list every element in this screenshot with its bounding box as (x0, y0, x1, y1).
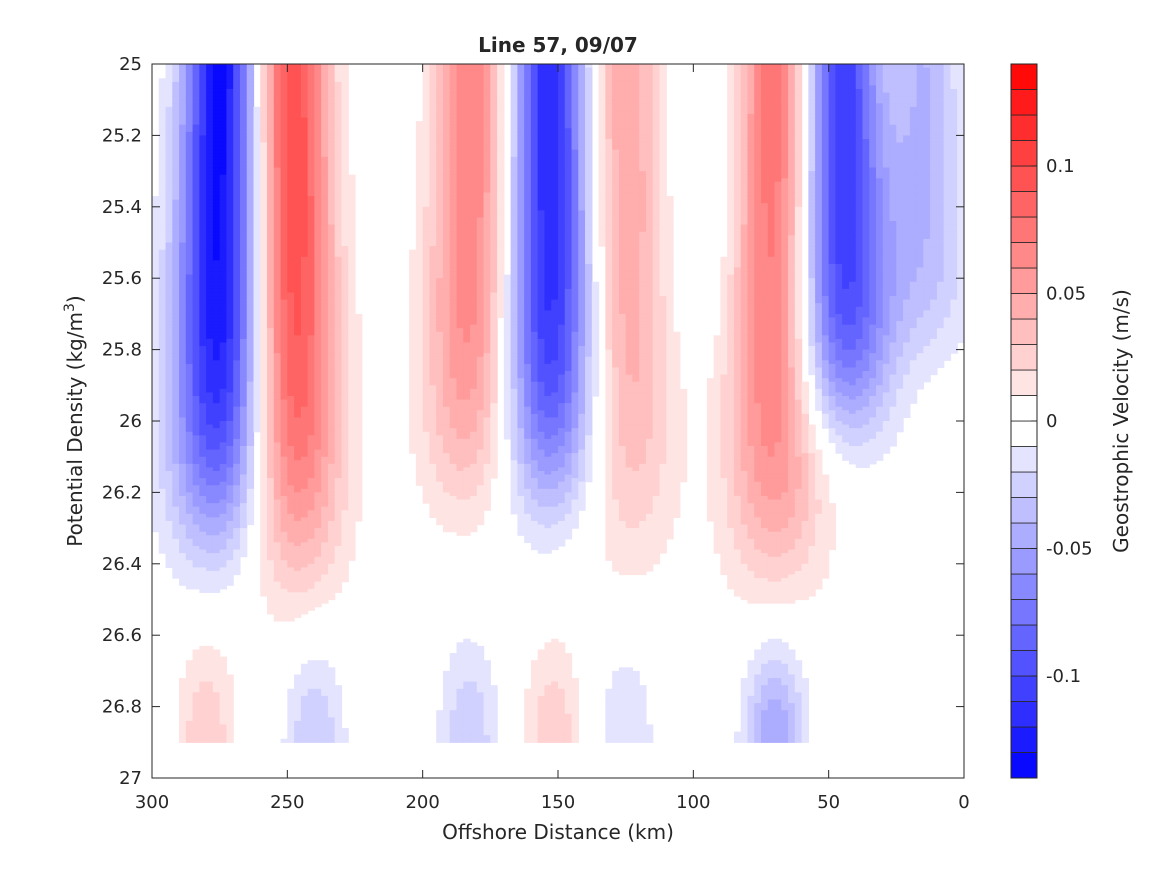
y-tick-label: 25.2 (102, 125, 142, 146)
colorbar-level (1010, 344, 1038, 371)
x-tick-label: 150 (541, 792, 575, 813)
colorbar-ticks: 0.1 0.05 0 -0.05 -0.1 (1031, 156, 1093, 687)
colorbar-tick-label: 0.1 (1046, 156, 1075, 177)
x-axis: 300 250 200 150 100 50 0 (135, 64, 970, 813)
x-axis-label: Offshore Distance (km) (442, 820, 674, 844)
colorbar-level (1010, 369, 1038, 396)
x-tick-label: 100 (676, 792, 710, 813)
y-axis-label: Potential Density (kg/m3) (62, 295, 87, 546)
y-tick-label: 27 (119, 768, 142, 789)
y-axis-label-text: Potential Density (kg/m (63, 312, 87, 547)
colorbar-level (1010, 293, 1038, 320)
colorbar-level (1010, 63, 1038, 90)
colorbar-level (1010, 701, 1038, 728)
colorbar-level (1010, 624, 1038, 651)
colorbar-level (1010, 395, 1038, 422)
colorbar-level (1010, 548, 1038, 575)
colorbar-level (1010, 114, 1038, 141)
velocity-contour-field (152, 64, 964, 743)
colorbar-level (1010, 89, 1038, 116)
colorbar-tick-label: -0.05 (1046, 539, 1093, 560)
colorbar-level (1010, 522, 1038, 549)
y-tick-label: 26.2 (102, 482, 142, 503)
colorbar-level (1010, 573, 1038, 600)
x-tick-label: 300 (135, 792, 169, 813)
colorbar-tick-label: 0 (1046, 411, 1057, 432)
colorbar-level (1010, 471, 1038, 498)
colorbar-level (1010, 446, 1038, 473)
y-tick-label: 26 (119, 411, 142, 432)
colorbar-tick-label: 0.05 (1046, 284, 1086, 305)
colorbar-level (1010, 267, 1038, 294)
colorbar-label: Geostrophic Velocity (m/s) (1109, 289, 1133, 553)
y-tick-label: 25.8 (102, 340, 142, 361)
colorbar-level (1010, 318, 1038, 345)
y-axis-label-superscript: 3 (62, 303, 78, 312)
colorbar-tick-label: -0.1 (1046, 666, 1081, 687)
y-tick-label: 26.8 (102, 697, 142, 718)
x-tick-label: 50 (817, 792, 840, 813)
y-axis: 25 25.2 25.4 25.6 25.8 26 26.2 26.4 26.6 26.8 27 (102, 54, 964, 789)
colorbar-level (1010, 420, 1038, 447)
y-tick-label: 26.4 (102, 554, 142, 575)
y-tick-label: 25.6 (102, 268, 142, 289)
colorbar-level (1010, 497, 1038, 524)
colorbar-level (1010, 191, 1038, 218)
colorbar-level (1010, 752, 1038, 779)
colorbar-level (1010, 140, 1038, 167)
colorbar-level (1010, 675, 1038, 702)
y-axis-label-suffix: ) (63, 295, 87, 303)
colorbar-level (1010, 165, 1038, 192)
colorbar-level (1010, 599, 1038, 626)
colorbar-level (1010, 242, 1038, 269)
colorbar-level (1010, 216, 1038, 243)
x-tick-label: 250 (270, 792, 304, 813)
chart-title: Line 57, 09/07 (478, 33, 638, 57)
colorbar-level (1010, 650, 1038, 677)
y-tick-label: 25 (119, 54, 142, 75)
y-tick-label: 26.6 (102, 625, 142, 646)
colorbar-level (1010, 726, 1038, 753)
y-tick-label: 25.4 (102, 197, 142, 218)
x-tick-label: 200 (405, 792, 439, 813)
x-tick-label: 0 (958, 792, 969, 813)
